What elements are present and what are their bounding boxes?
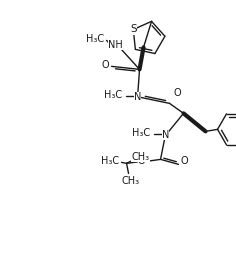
- Text: H₃C: H₃C: [132, 128, 151, 138]
- Text: N: N: [134, 92, 141, 102]
- Text: O: O: [174, 88, 181, 98]
- Text: O: O: [102, 60, 109, 70]
- Text: O: O: [181, 156, 188, 166]
- Text: S: S: [130, 25, 137, 35]
- Text: H₃C: H₃C: [86, 34, 105, 44]
- Text: CH₃: CH₃: [122, 176, 140, 186]
- Text: CH₃: CH₃: [131, 152, 150, 162]
- Text: N: N: [162, 130, 169, 140]
- Text: H₃C: H₃C: [105, 90, 122, 100]
- Text: NH: NH: [108, 40, 123, 50]
- Text: O: O: [138, 156, 145, 166]
- Text: H₃C: H₃C: [101, 156, 120, 166]
